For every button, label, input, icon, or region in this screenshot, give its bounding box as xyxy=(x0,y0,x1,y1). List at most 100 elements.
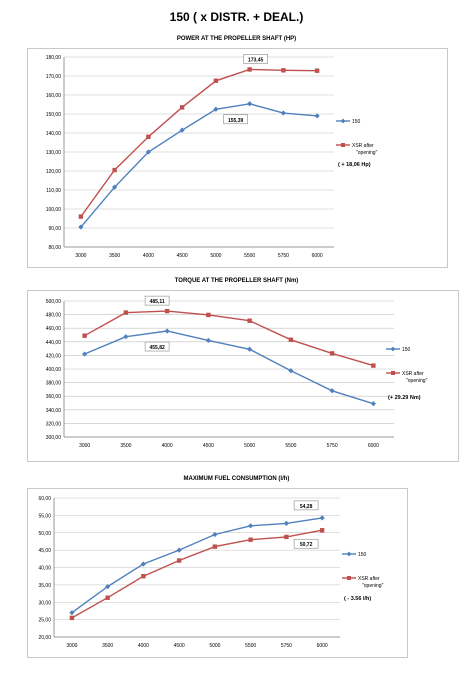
y-tick-label: 40,00 xyxy=(38,566,51,572)
legend-label-xsr-cont: "opening" xyxy=(356,150,378,156)
annotation-label: 54,28 xyxy=(300,504,313,510)
x-tick-label: 3500 xyxy=(120,443,131,449)
annotation-box xyxy=(144,341,170,352)
x-tick-label: 5750 xyxy=(278,253,289,259)
y-tick-label: 420,00 xyxy=(46,353,62,359)
y-tick-label: 25,00 xyxy=(38,618,51,624)
y-tick-label: 300,00 xyxy=(46,435,62,441)
series-line-1 xyxy=(71,529,323,619)
torque-chart: 300,00 320,00 340,00 360,00 380,00 400,00 420,… xyxy=(46,295,428,449)
data-point-xsr xyxy=(212,544,218,549)
data-point-xsr xyxy=(206,312,211,318)
x-tick-label: 6000 xyxy=(368,443,379,449)
data-point-xsr xyxy=(176,558,182,563)
annotation-label: 455,82 xyxy=(149,345,165,351)
y-tick-label: 130,00 xyxy=(46,150,62,156)
data-point-150 xyxy=(280,110,286,116)
x-tick-label: 5000 xyxy=(244,443,255,449)
y-tick-label: 80,00 xyxy=(48,245,61,251)
annotation-label: 50,72 xyxy=(300,542,313,548)
x-tick-label: 3000 xyxy=(75,253,86,259)
legend-label-xsr-cont: "opening" xyxy=(406,378,428,384)
chart-title-torque: TORQUE AT THE PROPELLER SHAFT (Nm) xyxy=(174,278,299,284)
data-point-150 xyxy=(179,127,185,133)
legend-label-xsr-cont: "opening" xyxy=(362,583,384,589)
y-tick-label: 90,00 xyxy=(48,226,61,232)
data-point-150 xyxy=(112,184,118,190)
data-point-xsr xyxy=(247,318,252,323)
data-point-150 xyxy=(247,101,253,107)
x-tick-label: 4500 xyxy=(203,443,214,449)
data-point-xsr xyxy=(82,333,87,338)
data-point-xsr xyxy=(314,68,320,73)
data-point-xsr xyxy=(248,537,253,542)
series-line-0 xyxy=(84,330,374,405)
y-tick-label: 360,00 xyxy=(46,394,62,400)
legend-label-xsr: XSR after xyxy=(352,143,374,149)
data-point-xsr xyxy=(247,67,252,72)
y-tick-label: 400,00 xyxy=(46,367,62,373)
legend-marker-150 xyxy=(390,346,396,352)
x-tick-label: 6000 xyxy=(317,643,328,649)
y-tick-label: 440,00 xyxy=(46,340,62,346)
legend-marker-150 xyxy=(340,118,346,124)
y-tick-label: 100,00 xyxy=(46,207,62,213)
data-point-150 xyxy=(145,149,151,155)
data-point-150 xyxy=(176,547,182,553)
x-tick-label: 5000 xyxy=(209,643,220,649)
y-tick-label: 50,00 xyxy=(38,531,51,537)
x-tick-label: 4000 xyxy=(143,253,154,259)
x-tick-label: 5750 xyxy=(327,443,338,449)
data-point-xsr xyxy=(105,595,110,600)
chart-panel-torque: 300,00 320,00 340,00 360,00 380,00 400,00 420,… xyxy=(27,290,459,462)
x-tick-label: 3000 xyxy=(79,443,90,449)
data-point-150 xyxy=(370,401,376,407)
x-tick-label: 5500 xyxy=(285,443,296,449)
y-tick-label: 460,00 xyxy=(46,326,62,332)
series-line-1 xyxy=(84,310,374,367)
legend-label-150: 150 xyxy=(402,347,411,353)
y-tick-label: 60,00 xyxy=(38,496,51,502)
x-tick-label: 5750 xyxy=(281,643,292,649)
y-tick-label: 110,00 xyxy=(46,188,61,194)
data-point-xsr xyxy=(281,68,286,73)
data-point-xsr xyxy=(371,363,376,368)
y-tick-label: 30,00 xyxy=(38,600,51,606)
chart-panel-power: 80,00 90,00 100,00 110,00 120,00 130,00 140,00… xyxy=(27,48,448,268)
data-point-150 xyxy=(283,520,289,526)
data-point-150 xyxy=(248,523,254,529)
data-point-150 xyxy=(329,388,335,394)
annotation-box xyxy=(293,538,319,549)
series-line-1 xyxy=(80,68,318,218)
data-point-xsr xyxy=(146,134,151,139)
y-tick-label: 380,00 xyxy=(46,381,62,387)
data-point-xsr xyxy=(141,573,146,579)
data-point-xsr xyxy=(69,615,75,621)
legend-marker-xsr xyxy=(347,576,351,580)
legend-label-xsr: XSR after xyxy=(358,576,380,582)
x-tick-label: 3500 xyxy=(102,643,113,649)
data-point-150 xyxy=(164,328,170,334)
power-chart: 80,00 90,00 100,00 110,00 120,00 130,00 140,00… xyxy=(46,54,378,259)
data-point-150 xyxy=(123,334,129,340)
x-tick-label: 5500 xyxy=(244,253,255,259)
legend-marker-xsr xyxy=(391,371,395,375)
data-point-150 xyxy=(319,515,325,521)
data-point-xsr xyxy=(179,105,185,110)
legend-label-150: 150 xyxy=(358,552,367,558)
y-tick-label: 20,00 xyxy=(38,635,51,641)
data-point-150 xyxy=(288,368,294,374)
data-point-xsr xyxy=(112,167,117,173)
legend-label-150: 150 xyxy=(352,119,361,125)
chart-title-fuel: MAXIMUM FUEL CONSUMPTION (l/h) xyxy=(183,476,290,482)
delta-note: (+ 29.29 Nm) xyxy=(388,395,421,401)
annotation-box xyxy=(144,295,170,306)
data-point-150 xyxy=(314,113,320,119)
y-tick-label: 500,00 xyxy=(46,299,62,305)
data-point-xsr xyxy=(288,337,294,342)
x-tick-label: 4500 xyxy=(177,253,188,259)
data-point-150 xyxy=(205,337,211,344)
legend-marker-xsr xyxy=(341,143,345,147)
data-point-150 xyxy=(212,531,218,538)
x-tick-label: 3500 xyxy=(109,253,120,259)
